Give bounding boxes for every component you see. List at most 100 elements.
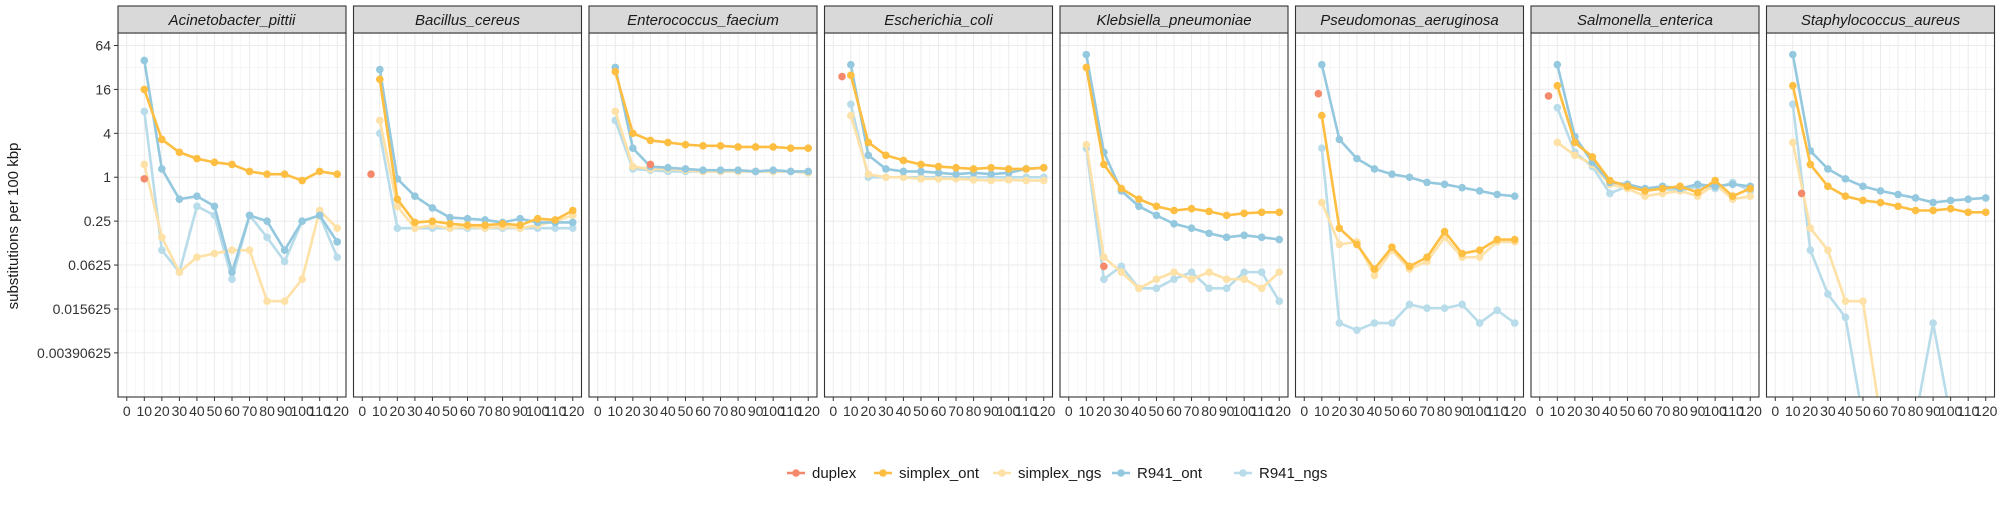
data-point-R941_ont — [1929, 198, 1937, 207]
data-point-simplex_ngs — [969, 176, 978, 184]
data-point-simplex_ngs — [1100, 253, 1108, 262]
data-point-R941_ont — [786, 167, 795, 176]
x-tick-label: 0 — [358, 403, 366, 419]
data-point-R941_ngs — [1117, 262, 1126, 271]
x-tick-label: 120 — [1503, 403, 1527, 419]
data-point-simplex_ont — [786, 144, 795, 153]
data-point-simplex_ont — [1082, 63, 1091, 72]
x-tick-label: 60 — [1873, 403, 1889, 419]
data-point-simplex_ont — [1911, 206, 1920, 215]
x-tick-label: 110 — [1015, 403, 1038, 419]
x-tick-label: 70 — [1184, 403, 1200, 419]
data-point-simplex_ngs — [210, 249, 219, 258]
data-point-duplex — [1797, 189, 1806, 198]
data-point-R941_ont — [245, 211, 254, 220]
data-point-simplex_ont — [716, 141, 725, 150]
data-point-R941_ont — [1257, 233, 1266, 242]
data-point-R941_ont — [1510, 192, 1519, 200]
legend-item-duplex: duplex — [787, 465, 857, 482]
data-point-simplex_ont — [1353, 240, 1361, 249]
data-point-simplex_ont — [140, 85, 149, 94]
x-tick-label: 40 — [896, 403, 912, 419]
data-point-simplex_ont — [987, 163, 995, 172]
data-point-simplex_ngs — [1022, 176, 1030, 185]
data-point-R941_ngs — [551, 224, 559, 233]
data-point-R941_ont — [1841, 175, 1850, 183]
data-point-simplex_ont — [1275, 208, 1284, 217]
data-point-simplex_ont — [1257, 208, 1266, 217]
data-point-simplex_ngs — [228, 246, 236, 254]
data-point-simplex_ont — [175, 148, 184, 157]
x-tick-label: 30 — [1114, 403, 1130, 419]
x-tick-label: 100 — [526, 403, 550, 419]
x-tick-label: 90 — [1219, 403, 1235, 419]
data-point-simplex_ont — [1929, 206, 1937, 215]
data-point-R941_ont — [1135, 202, 1143, 211]
data-point-R941_ont — [664, 163, 672, 172]
data-point-R941_ont — [1440, 180, 1449, 189]
data-point-duplex — [367, 170, 375, 179]
x-tick-label: 120 — [1268, 403, 1292, 419]
data-point-R941_ngs — [263, 233, 271, 242]
data-point-simplex_ont — [1039, 163, 1048, 172]
data-point-R941_ont — [1728, 180, 1737, 189]
legend-key-point — [792, 469, 800, 477]
x-tick-label: 120 — [1974, 403, 1998, 419]
x-tick-label: 80 — [495, 403, 511, 419]
data-point-simplex_ngs — [175, 268, 184, 276]
x-tick-label: 110 — [1486, 403, 1509, 419]
x-tick-label: 40 — [425, 403, 441, 419]
x-tick-label: 90 — [1454, 403, 1470, 419]
data-point-R941_ngs — [1606, 189, 1614, 198]
y-tick-label: 0.00390625 — [37, 345, 111, 361]
data-point-R941_ont — [376, 65, 384, 74]
data-point-simplex_ont — [1335, 224, 1344, 233]
data-point-R941_ngs — [1187, 268, 1196, 276]
x-tick-label: 50 — [1855, 403, 1871, 419]
data-point-simplex_ngs — [1789, 138, 1797, 147]
x-tick-label: 50 — [1620, 403, 1636, 419]
data-point-simplex_ont — [533, 214, 542, 223]
data-point-R941_ont — [1275, 235, 1284, 244]
legend-item-simplex_ont: simplex_ont — [874, 465, 980, 482]
x-tick-label: 0 — [1536, 403, 1544, 419]
data-point-R941_ont — [1353, 154, 1361, 163]
data-point-simplex_ngs — [376, 116, 384, 125]
x-tick-label: 0 — [1771, 403, 1779, 419]
data-point-simplex_ont — [1117, 184, 1126, 193]
panel-series — [367, 65, 577, 233]
data-point-simplex_ngs — [1205, 268, 1213, 276]
data-point-simplex_ngs — [1370, 271, 1379, 280]
data-point-R941_ont — [1894, 190, 1902, 199]
data-point-duplex — [838, 72, 846, 81]
facet-title: Staphylococcus_aureus — [1801, 12, 1961, 29]
x-tick-label: 80 — [966, 403, 982, 419]
data-point-simplex_ont — [952, 163, 960, 172]
x-tick-label: 60 — [224, 403, 240, 419]
data-point-R941_ont — [1711, 182, 1719, 191]
data-point-R941_ngs — [1353, 326, 1361, 334]
data-point-simplex_ngs — [1135, 284, 1143, 293]
x-tick-label: 0 — [1065, 403, 1073, 419]
facet-strip — [352, 5, 583, 34]
x-tick-label: 70 — [242, 403, 258, 419]
data-point-simplex_ngs — [333, 224, 342, 233]
data-point-R941_ngs — [1475, 319, 1484, 327]
data-point-simplex_ont — [298, 176, 306, 185]
data-point-R941_ngs — [568, 224, 577, 233]
data-point-R941_ngs — [847, 100, 855, 109]
x-tick-label: 100 — [1232, 403, 1256, 419]
legend-label: R941_ngs — [1259, 465, 1327, 482]
data-point-simplex_ngs — [1222, 275, 1231, 283]
x-tick-label: 40 — [1131, 403, 1147, 419]
data-point-R941_ont — [681, 165, 690, 173]
data-point-simplex_ngs — [864, 170, 873, 179]
x-tick-label: 80 — [1437, 403, 1453, 419]
data-point-simplex_ont — [263, 170, 271, 179]
facet-strip — [1294, 5, 1525, 34]
x-tick-label: 30 — [1349, 403, 1365, 419]
x-tick-label: 110 — [780, 403, 803, 419]
x-tick-label: 20 — [1332, 403, 1348, 419]
data-point-duplex — [1544, 92, 1553, 100]
x-tick-label: 60 — [1402, 403, 1418, 419]
